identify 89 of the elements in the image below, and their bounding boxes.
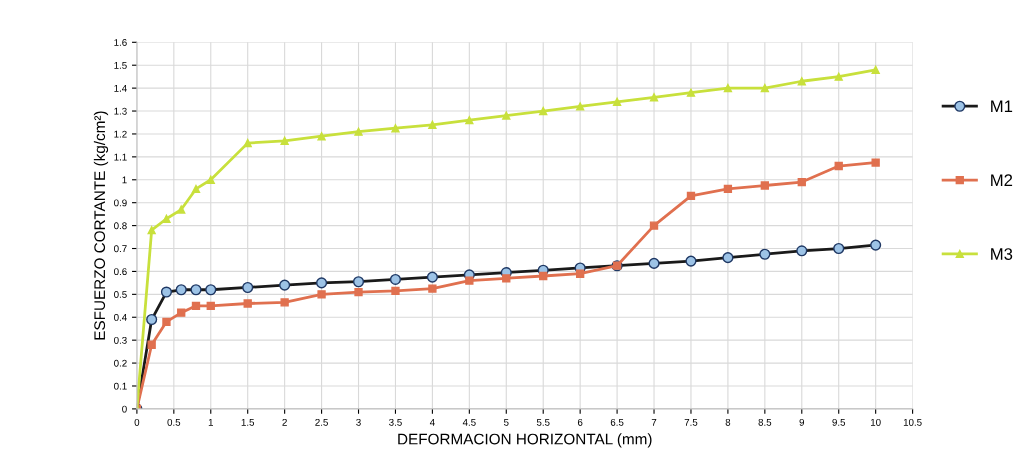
point <box>723 184 733 194</box>
point <box>871 158 880 167</box>
x-tick-label: 1 <box>208 418 213 426</box>
y-tick-label: 1 <box>122 176 127 184</box>
x-tick-label: 7.5 <box>684 418 698 426</box>
point <box>539 271 548 281</box>
point <box>280 298 289 307</box>
legend-label: M2 <box>991 174 1013 186</box>
point <box>760 83 770 93</box>
legend-label: M1 <box>991 100 1013 113</box>
x-tick-label: 2.5 <box>315 418 328 426</box>
x-tick-label: 9 <box>799 418 805 426</box>
point <box>723 83 733 93</box>
y-axis-title: ESFUERZO CORTANTE (kg/cm²) <box>93 111 109 340</box>
y-tick-label: 1.5 <box>114 62 127 69</box>
y-tick-label: 0.7 <box>114 245 127 253</box>
point <box>317 290 326 299</box>
point <box>612 97 622 107</box>
point <box>243 299 252 308</box>
point <box>391 286 400 296</box>
y-tick-label: 1.1 <box>114 153 127 161</box>
point <box>834 72 843 81</box>
point <box>834 161 843 171</box>
point <box>502 274 511 283</box>
x-tick-label: 8.5 <box>758 418 772 426</box>
point <box>177 308 186 317</box>
x-tick-label: 5 <box>503 418 509 426</box>
point <box>465 276 474 285</box>
point <box>649 93 659 102</box>
y-tick-label: 1.4 <box>114 84 127 92</box>
x-tick-label: 4.5 <box>462 418 476 426</box>
point <box>191 301 201 310</box>
x-tick-label: 8 <box>725 418 731 426</box>
point <box>191 184 201 194</box>
point <box>539 106 548 116</box>
point <box>871 65 880 74</box>
x-tick-label: 10 <box>871 418 881 426</box>
x-tick-label: 1.5 <box>241 418 255 426</box>
point <box>162 214 171 223</box>
y-tick-label: 0.4 <box>114 313 127 321</box>
point <box>206 301 215 310</box>
y-tick-label: 1.6 <box>114 39 127 46</box>
x-tick-label: 6 <box>577 418 583 426</box>
y-tick-label: 0 <box>122 405 127 413</box>
y-tick-label: 0.1 <box>114 382 127 390</box>
point <box>575 102 585 111</box>
y-tick-label: 0.9 <box>114 199 127 207</box>
y-tick-label: 0.8 <box>114 222 127 230</box>
point <box>649 221 659 230</box>
x-tick-label: 5.5 <box>536 418 550 426</box>
point <box>177 205 186 214</box>
x-tick-label: 3 <box>356 418 361 426</box>
point <box>243 138 252 148</box>
y-tick-label: 0.2 <box>114 359 127 367</box>
x-tick-label: 4 <box>429 418 435 426</box>
point <box>317 132 326 141</box>
point <box>428 120 437 129</box>
point <box>797 77 806 86</box>
point <box>162 317 171 326</box>
point <box>206 175 215 184</box>
point <box>391 124 400 133</box>
x-axis-title: DEFORMACION HORIZONTAL (mm) <box>398 433 652 448</box>
y-tick-label: 1.3 <box>114 107 127 115</box>
point <box>686 191 696 200</box>
point <box>686 88 696 97</box>
point <box>280 136 289 145</box>
legend-label: M3 <box>991 248 1013 260</box>
y-tick-label: 0.3 <box>114 336 127 344</box>
point <box>354 287 363 297</box>
y-tick-label: 0.6 <box>114 268 127 276</box>
y-tick-label: 1.2 <box>114 130 127 138</box>
x-tick-label: 6.5 <box>610 418 624 426</box>
y-tick-label: 0.5 <box>114 291 127 298</box>
x-tick-label: 2 <box>282 418 287 426</box>
point <box>465 116 474 125</box>
point <box>428 284 437 293</box>
x-tick-label: 9.5 <box>832 418 846 426</box>
point <box>797 177 806 187</box>
x-tick-label: 0.5 <box>167 418 181 426</box>
point <box>147 340 156 349</box>
x-tick-label: 10.5 <box>903 418 922 426</box>
point <box>502 111 511 120</box>
x-tick-label: 7 <box>651 418 657 426</box>
point <box>354 127 363 136</box>
point <box>575 269 585 278</box>
x-tick-label: 3.5 <box>389 418 402 426</box>
x-tick-label: 0 <box>134 418 140 426</box>
point <box>760 181 770 190</box>
point <box>147 226 156 235</box>
